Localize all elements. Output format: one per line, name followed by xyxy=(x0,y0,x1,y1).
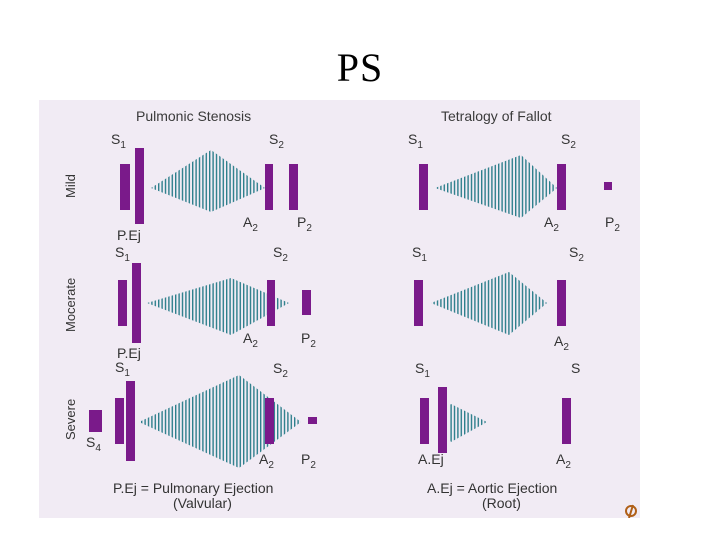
svg-text:S2: S2 xyxy=(569,244,584,264)
s4-sound xyxy=(89,410,102,432)
svg-text:S1: S1 xyxy=(115,244,130,264)
p2-sound xyxy=(302,290,311,315)
moderate-tetralogy-trace: S1 S2 A2 xyxy=(412,244,584,353)
p2-sound xyxy=(289,164,298,210)
svg-text:A2: A2 xyxy=(554,333,569,353)
severe-tetralogy-trace: S1 S A.Ej A2 xyxy=(415,360,580,471)
column-header-tetralogy-of-fallot: Tetralogy of Fallot xyxy=(441,108,552,124)
ejection-murmur xyxy=(435,155,557,218)
svg-text:S1: S1 xyxy=(412,244,427,264)
aortic-ejection-click xyxy=(438,387,447,453)
phonocardiogram-figure: Pulmonic Stenosis Tetralogy of Fallot Mi… xyxy=(39,100,640,518)
svg-text:A2: A2 xyxy=(556,451,571,471)
svg-text:S1: S1 xyxy=(111,131,126,151)
svg-text:A2: A2 xyxy=(243,214,258,234)
ejection-murmur xyxy=(139,375,301,468)
p2-sound xyxy=(604,182,612,190)
row-label-mild: Mild xyxy=(63,174,78,198)
ejection-murmur xyxy=(147,278,289,335)
pulmonary-ejection-click xyxy=(132,263,141,343)
svg-text:A2: A2 xyxy=(259,451,274,471)
a2-sound xyxy=(267,280,275,326)
s1-sound xyxy=(414,280,423,326)
a2-sound xyxy=(562,398,571,444)
svg-text:S1: S1 xyxy=(115,359,130,379)
row-label-severe: Severe xyxy=(63,399,78,440)
s1-sound xyxy=(118,280,127,326)
svg-text:P2: P2 xyxy=(605,214,620,234)
pulmonary-ejection-click xyxy=(126,381,135,461)
s1-sound xyxy=(420,398,429,444)
svg-text:S1: S1 xyxy=(415,360,430,380)
a2-sound xyxy=(557,280,566,326)
ejection-murmur xyxy=(151,150,265,212)
svg-text:P2: P2 xyxy=(301,330,316,350)
svg-text:S: S xyxy=(571,360,580,376)
svg-text:P2: P2 xyxy=(297,214,312,234)
speaker-icon[interactable] xyxy=(625,504,637,518)
svg-text:P.Ej: P.Ej xyxy=(117,227,141,243)
svg-text:A2: A2 xyxy=(243,330,258,350)
svg-text:S1: S1 xyxy=(408,131,423,151)
pulmonary-ejection-click xyxy=(135,148,144,224)
column-header-pulmonic-stenosis: Pulmonic Stenosis xyxy=(136,108,251,124)
s1-sound xyxy=(115,398,124,444)
footnote-left-line1: P.Ej = Pulmonary Ejection xyxy=(113,480,273,496)
footnote-right-line2: (Root) xyxy=(482,495,521,511)
svg-text:S2: S2 xyxy=(561,131,576,151)
mild-tetralogy-trace: S1 S2 A2 P2 xyxy=(408,131,620,234)
slide-title: PS xyxy=(336,45,384,90)
svg-text:S2: S2 xyxy=(269,131,284,151)
a2-sound xyxy=(265,398,274,444)
a2-sound xyxy=(265,164,273,210)
mild-pulmonic-stenosis-trace: S1 S2 A2 P2 P.Ej xyxy=(111,131,312,243)
severe-pulmonic-stenosis-trace: S1 S2 S4 A2 P2 xyxy=(86,359,317,471)
svg-text:S2: S2 xyxy=(273,360,288,380)
svg-text:A.Ej: A.Ej xyxy=(418,451,444,467)
svg-text:S2: S2 xyxy=(273,244,288,264)
s1-sound xyxy=(120,164,130,210)
a2-sound xyxy=(557,164,566,210)
svg-text:S4: S4 xyxy=(86,434,101,454)
row-label-moderate: Mocerate xyxy=(63,278,78,332)
svg-text:P.Ej: P.Ej xyxy=(117,345,141,361)
svg-text:A2: A2 xyxy=(544,214,559,234)
p2-sound xyxy=(308,417,317,424)
ejection-murmur xyxy=(449,404,487,442)
s1-sound xyxy=(419,164,428,210)
ejection-murmur xyxy=(431,272,547,335)
footnote-left-line2: (Valvular) xyxy=(173,495,232,511)
footnote-right-line1: A.Ej = Aortic Ejection xyxy=(427,480,557,496)
svg-text:P2: P2 xyxy=(301,451,316,471)
moderate-pulmonic-stenosis-trace: S1 S2 A2 P2 P.Ej xyxy=(115,244,316,361)
